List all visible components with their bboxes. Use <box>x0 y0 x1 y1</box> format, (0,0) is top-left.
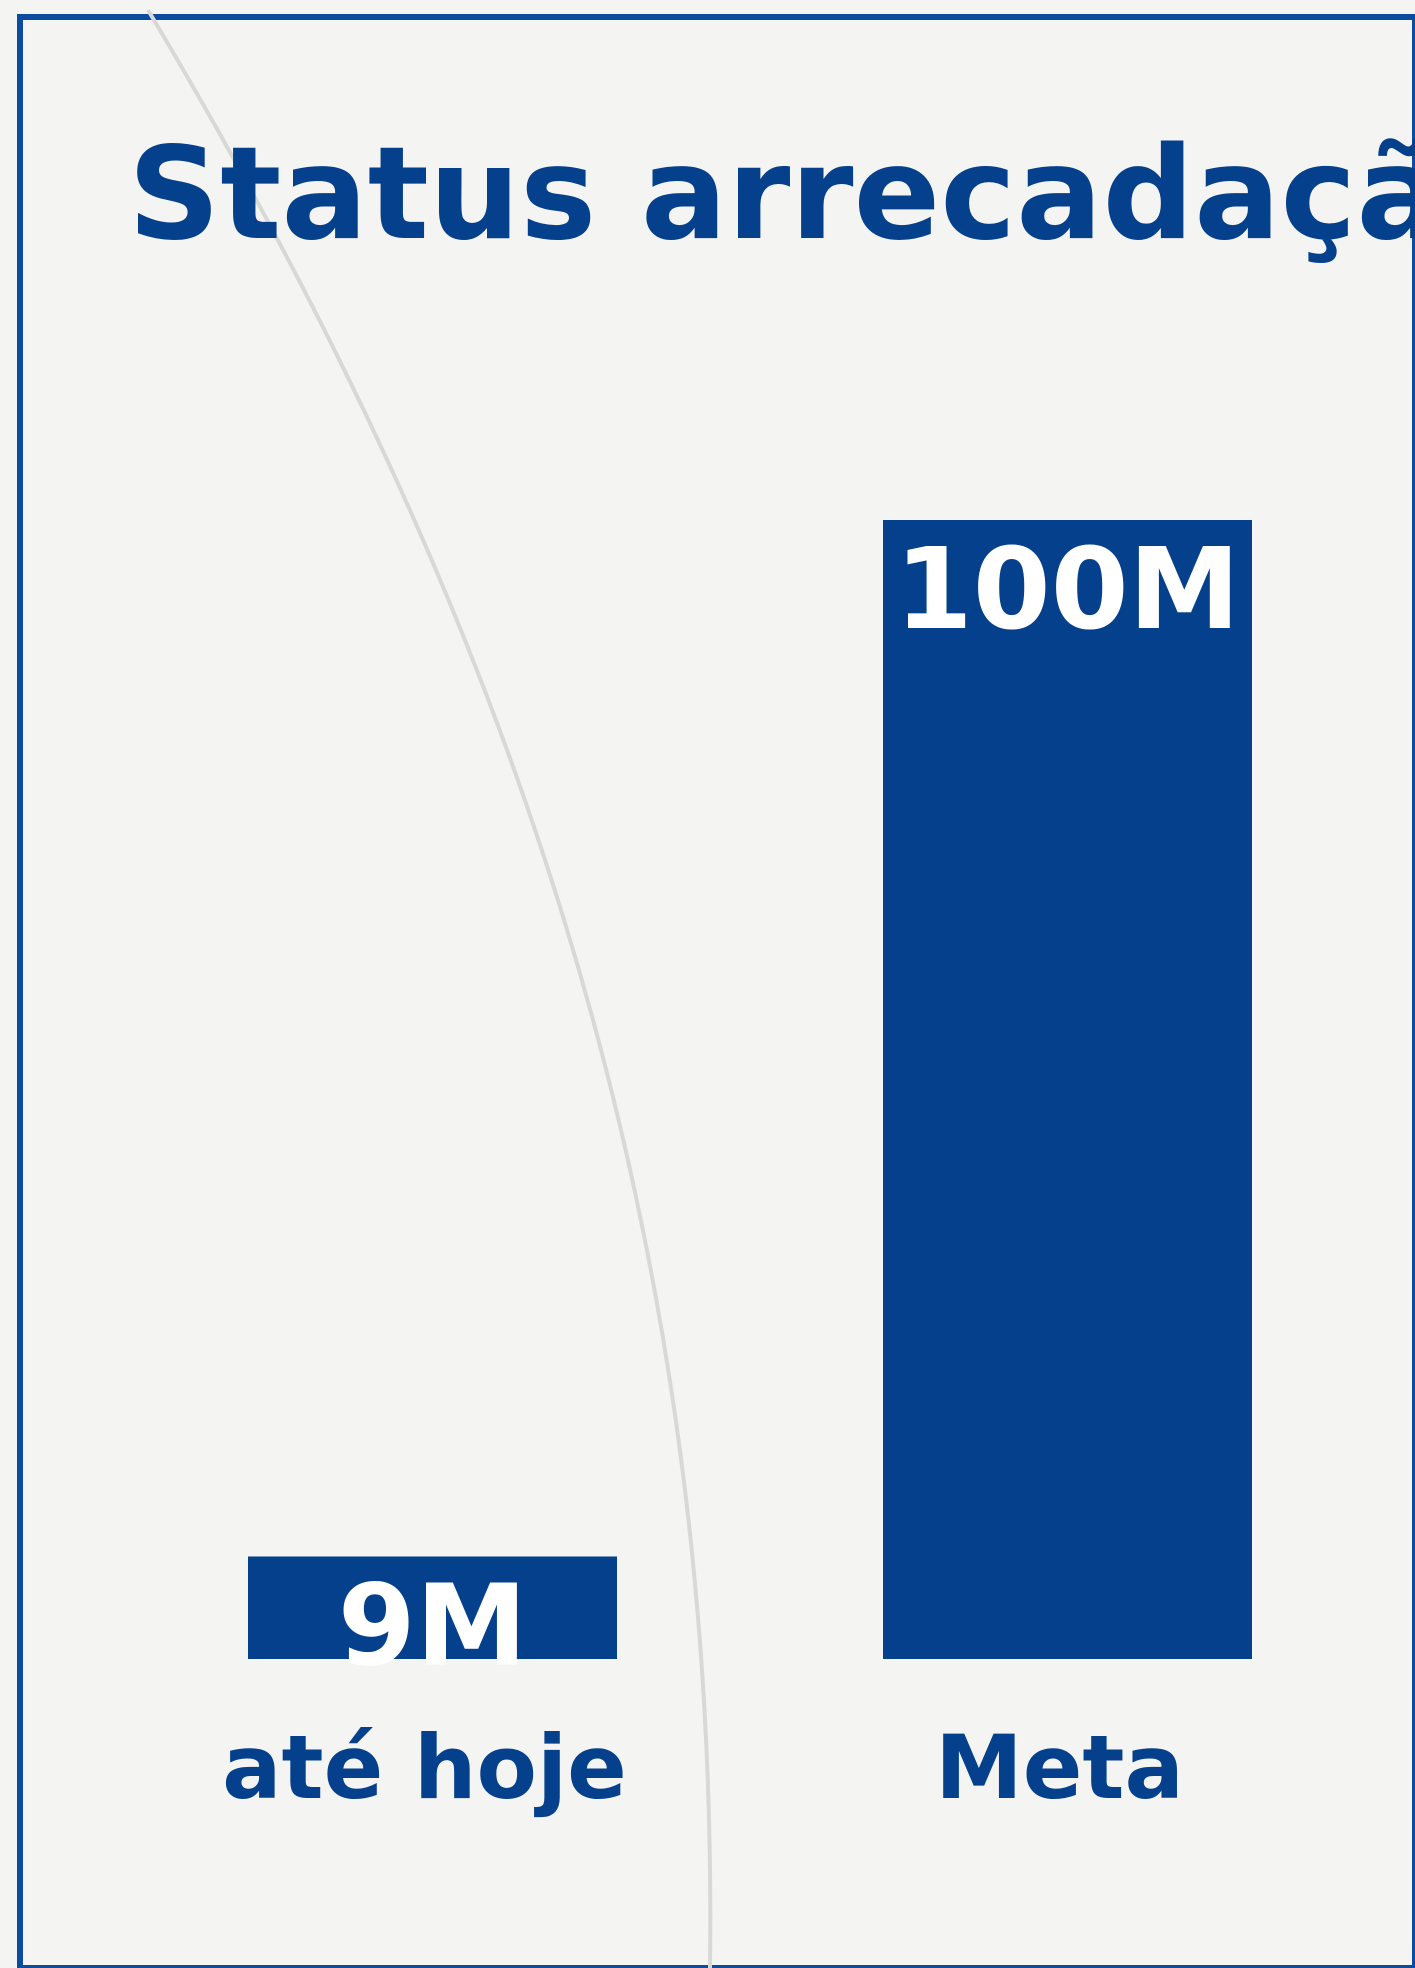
chart-frame <box>17 14 1415 1968</box>
bar-value-label-2: 100M <box>895 525 1240 655</box>
bar-2 <box>883 520 1252 1659</box>
bar-value-label-1: 9M <box>338 1561 527 1691</box>
background-arc <box>146 8 713 1968</box>
bars-group: 9M até hoje 100M Meta <box>222 520 1252 1819</box>
bar-1 <box>248 1556 617 1659</box>
category-label-1: até hoje <box>222 1716 627 1819</box>
category-label-2: Meta <box>935 1716 1184 1819</box>
chart-title: Status arrecadação <box>128 120 1415 269</box>
